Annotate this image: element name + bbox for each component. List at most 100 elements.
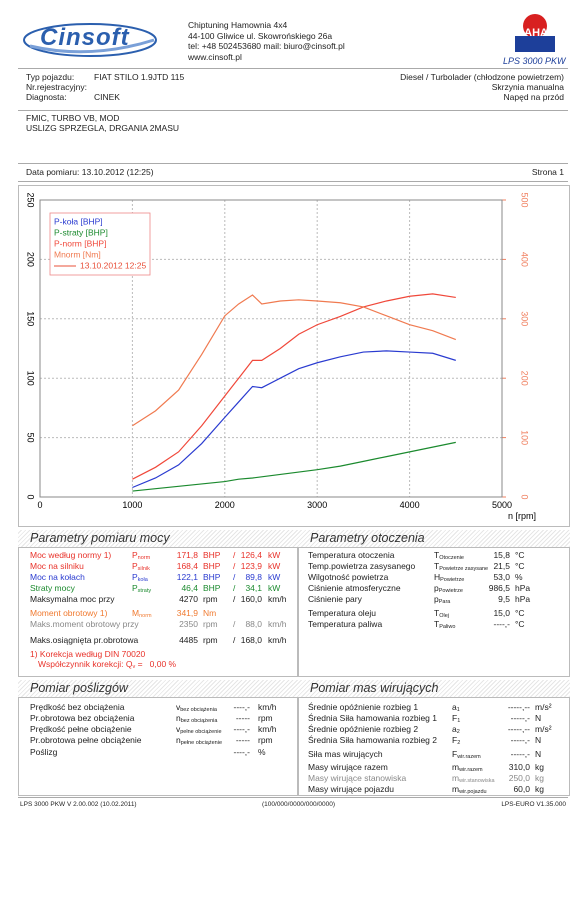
footer-right: LPS-EURO V1.35.000	[501, 801, 566, 808]
series-line	[132, 441, 456, 492]
row-value: 123,9	[240, 561, 262, 571]
row-unit: km/h	[258, 702, 277, 712]
symbol-sub: norm	[137, 555, 151, 561]
coefficient-value: = 0,00 %	[135, 659, 177, 669]
row-unit: kg	[535, 784, 544, 794]
legend-entry: P-straty [BHP]	[54, 227, 108, 237]
symbol-main: F	[452, 749, 458, 759]
vehicle-value: FIAT STILO 1.9JTD 115	[94, 72, 185, 82]
symbol-sub: norm	[139, 613, 152, 619]
y2-tick-label: 400	[520, 252, 530, 267]
logo-graphic	[23, 23, 157, 57]
row-value: 4485	[179, 635, 198, 645]
row-unit: BHP	[203, 583, 221, 593]
footer-center: (100/000/0000/000/0000)	[262, 801, 336, 808]
row-label: Moc na silniku	[30, 561, 84, 571]
row-unit: BHP	[203, 550, 221, 560]
row-unit: rpm	[203, 594, 218, 604]
symbol: F1	[452, 713, 460, 724]
section-title: Pomiar mas wirujących	[310, 681, 439, 695]
row-unit: km/h	[268, 635, 287, 645]
symbol: pPowietrze	[434, 583, 463, 594]
legend-entry: P-norm [BHP]	[54, 238, 106, 248]
row-value: 160,0	[240, 594, 262, 604]
row-unit: °C	[515, 550, 525, 560]
symbol: a2	[452, 724, 460, 735]
symbol: mwir.razem	[452, 762, 483, 773]
row-value: 250,0	[508, 773, 530, 783]
legend-entry: Mnorm [Nm]	[54, 249, 101, 259]
symbol: Mnorm	[132, 608, 152, 619]
row-value: 2350	[179, 619, 198, 629]
symbol-sub: 1	[456, 707, 460, 713]
symbol-sub: koła	[137, 577, 148, 583]
series-line	[132, 293, 456, 480]
row-label: Masy wirujące stanowiska	[308, 773, 407, 783]
row-label: Moc według normy 1)	[30, 550, 112, 560]
row-value: 15,8	[493, 550, 510, 560]
footer-left: LPS 3000 PKW V 2.00.002 (10.02.2011)	[20, 801, 137, 808]
row-value: 4270	[179, 594, 198, 604]
y-tick-label: 200	[26, 252, 36, 267]
row-label: Średnie opóźnienie rozbieg 2	[308, 724, 419, 734]
vehicle-spec: Diesel / Turbolader (chłodzone powietrze…	[400, 72, 564, 82]
symbol-main: T	[434, 561, 440, 571]
row-label: Temp.powietrza zasysanego	[308, 561, 416, 571]
row-label: Pr.obrotowa pełne obciążenie	[30, 735, 142, 745]
row-unit: BHP	[203, 561, 221, 571]
row-unit: N	[535, 749, 542, 759]
x-tick-label: 4000	[400, 500, 420, 510]
y-tick-label: 0	[26, 494, 36, 499]
company-line: www.cinsoft.pl	[188, 51, 242, 62]
x-tick-label: 5000	[492, 500, 512, 510]
symbol-main: F	[452, 713, 458, 723]
x-axis-label: n [rpm]	[508, 511, 536, 521]
symbol-sub: bez obciążenia	[180, 718, 218, 724]
row-value: 310,0	[508, 762, 530, 772]
symbol-sub: Olej	[439, 613, 449, 619]
symbol-sub: wir.pojazdu	[459, 789, 487, 795]
row-value: 46,4	[181, 583, 198, 593]
symbol-sub: silnik	[137, 566, 150, 572]
footnote: 1) Korekcja według DIN 70020	[30, 649, 146, 659]
chart-frame	[18, 185, 570, 527]
company-line: tel: +48 502453680 mail: biuro@cinsoft.p…	[188, 41, 345, 51]
separator: /	[233, 594, 236, 604]
row-unit: m/s²	[535, 724, 552, 734]
symbol: HPowietrze	[434, 572, 464, 583]
row-value: ----,-	[233, 747, 250, 757]
section-header	[298, 530, 570, 548]
x-tick-label: 3000	[307, 500, 327, 510]
row-label: Temperatura oleju	[308, 608, 377, 618]
symbol-sub: 2	[457, 740, 461, 746]
row-value: 34,1	[245, 583, 262, 593]
symbol: Psilnik	[132, 561, 150, 572]
symbol-main: p	[434, 583, 439, 593]
row-value: -----	[235, 713, 250, 723]
row-value: 15,0	[493, 608, 510, 618]
x-tick-label: 1000	[122, 500, 142, 510]
row-unit: °C	[515, 619, 525, 629]
symbol: TOlej	[434, 608, 449, 619]
row-label: Średnia Siła hamowania rozbieg 1	[308, 713, 437, 723]
symbol-sub: Powietrze	[438, 588, 463, 594]
legend-entry: P-koła [BHP]	[54, 216, 103, 226]
row-label: Wilgotność powietrza	[308, 572, 389, 582]
row-unit: km/h	[268, 594, 287, 604]
symbol-main: T	[434, 550, 440, 560]
symbol-sub: wir.stanowiska	[459, 778, 495, 784]
row-label: Maksymalna moc przy	[30, 594, 115, 604]
symbol-main: m	[452, 762, 460, 772]
symbol-sub: Paliwo	[439, 624, 456, 630]
row-unit: kg	[535, 773, 544, 783]
symbol: pPara	[434, 594, 450, 605]
symbol-sub: pełne obciążenie	[180, 740, 223, 746]
row-value: 88,0	[245, 619, 262, 629]
row-label: Temperatura paliwa	[308, 619, 383, 629]
symbol: vbez obciążenia	[176, 702, 217, 713]
symbol-main: P	[132, 550, 138, 560]
symbol-main: a	[452, 702, 457, 712]
row-label: Siła mas wirujących	[308, 749, 383, 759]
symbol: TPowietrze zasysane	[434, 561, 488, 572]
symbol: vpełne obciążenie	[176, 724, 222, 735]
